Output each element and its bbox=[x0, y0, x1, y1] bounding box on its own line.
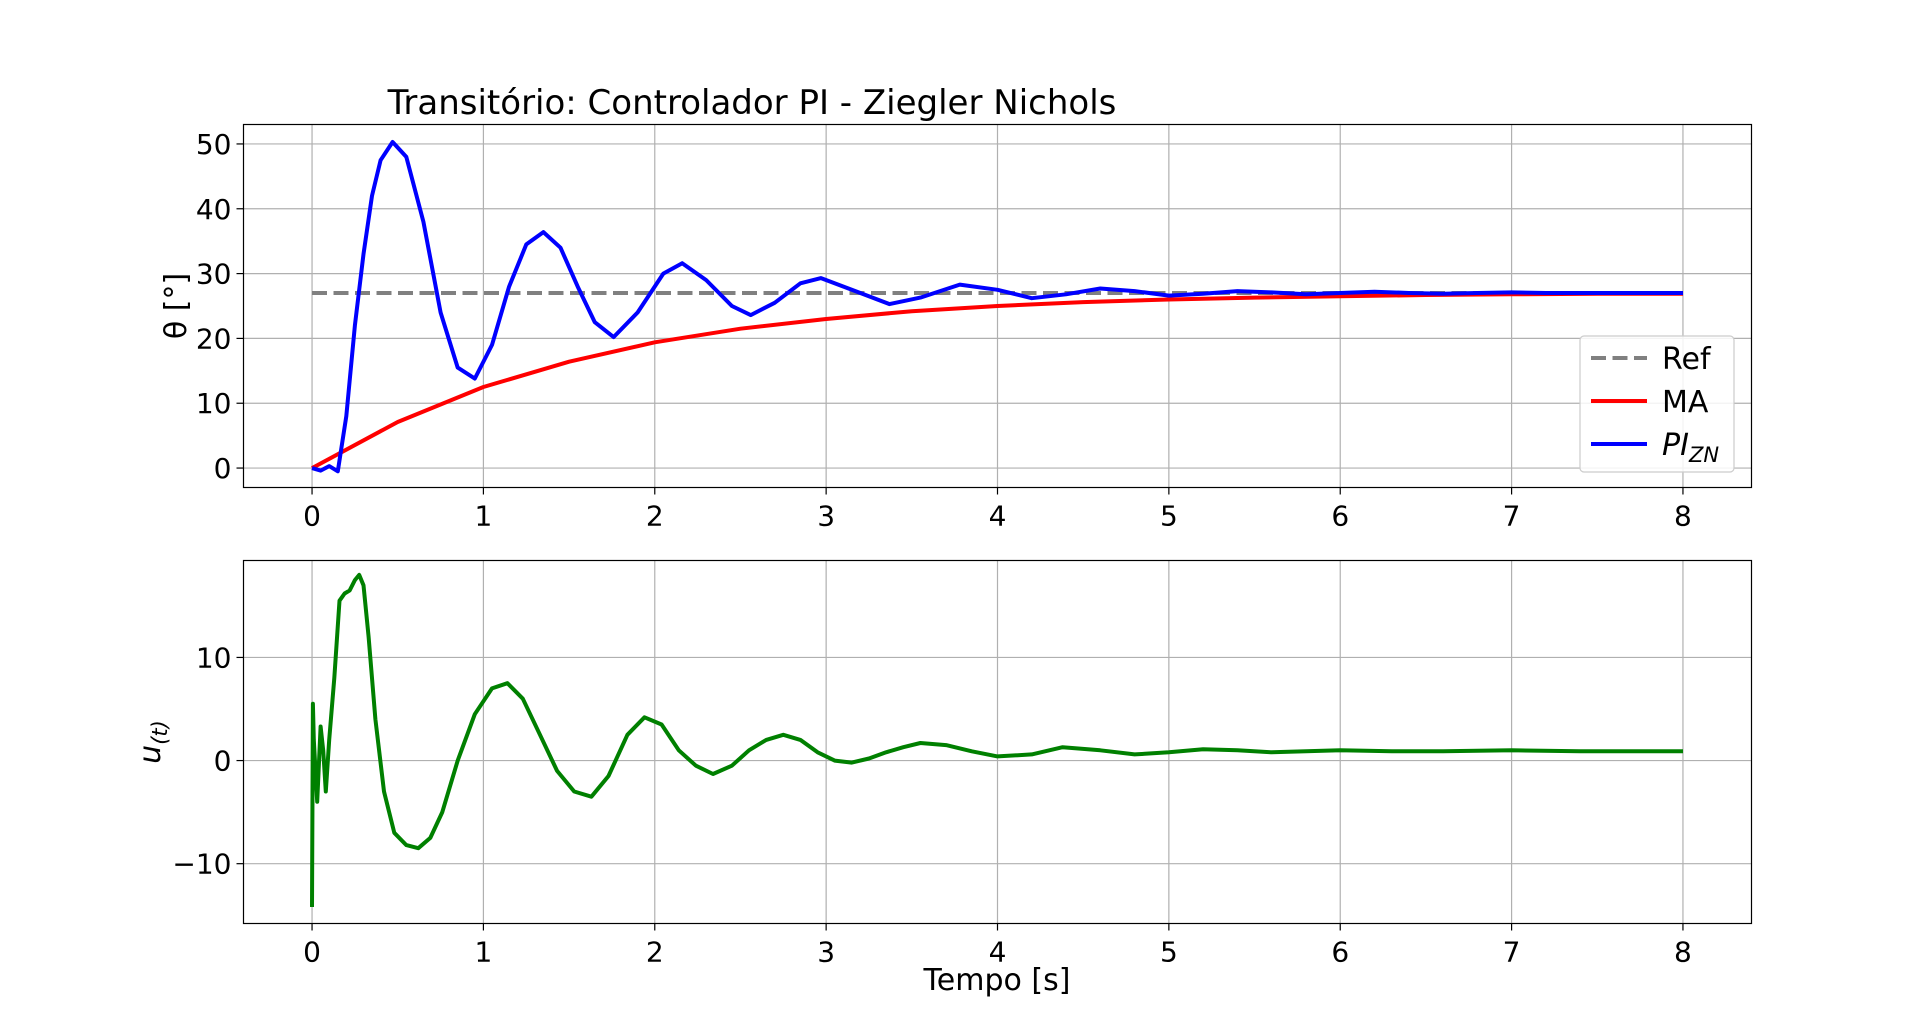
bottom-plot-area: 0 1 2 3 4 5 6 7 8 −10 0 10 u(t) Tempo [s] bbox=[133, 559, 1753, 998]
x-tick-label: 2 bbox=[646, 936, 664, 969]
y-tick-label: −10 bbox=[172, 848, 231, 881]
bottom-series-lines bbox=[310, 572, 1683, 908]
bottom-axis-ticks: 0 1 2 3 4 5 6 7 8 −10 0 10 bbox=[172, 641, 1691, 968]
top-axis-ticks: 0 1 2 3 4 5 6 7 8 0 10 20 30 40 50 bbox=[196, 128, 1692, 533]
y-tick-label: 40 bbox=[196, 193, 232, 226]
x-tick-label: 7 bbox=[1503, 936, 1521, 969]
y-label-main: u bbox=[133, 745, 168, 764]
x-tick-label: 0 bbox=[303, 936, 321, 969]
x-tick-label: 1 bbox=[474, 936, 492, 969]
top-series-lines bbox=[311, 140, 1683, 474]
x-tick-label: 1 bbox=[474, 500, 492, 533]
y-tick-label: 30 bbox=[196, 258, 232, 291]
y-tick-label: 10 bbox=[196, 641, 232, 674]
y-tick-label: 10 bbox=[196, 387, 232, 420]
x-tick-label: 5 bbox=[1160, 500, 1178, 533]
x-tick-label: 8 bbox=[1674, 936, 1692, 969]
x-tick-label: 4 bbox=[989, 500, 1007, 533]
legend-label: MA bbox=[1662, 385, 1709, 420]
x-tick-label: 6 bbox=[1331, 500, 1349, 533]
top-plot-area: 0 1 2 3 4 5 6 7 8 0 10 20 30 40 50 θ [°] Ref MA PIZN bbox=[159, 123, 1753, 533]
x-tick-label: 7 bbox=[1503, 500, 1521, 533]
top-y-axis-label: θ [°] bbox=[159, 273, 194, 339]
legend-label: Ref bbox=[1662, 342, 1712, 377]
legend-box bbox=[1579, 335, 1735, 473]
bottom-x-axis-label: Tempo [s] bbox=[923, 963, 1071, 998]
x-tick-label: 3 bbox=[817, 936, 835, 969]
y-tick-label: 0 bbox=[214, 745, 232, 778]
x-tick-label: 2 bbox=[646, 500, 664, 533]
x-tick-label: 3 bbox=[817, 500, 835, 533]
x-tick-label: 8 bbox=[1674, 500, 1692, 533]
y-tick-label: 0 bbox=[214, 452, 232, 485]
y-tick-label: 50 bbox=[196, 128, 232, 161]
y-tick-label: 20 bbox=[196, 322, 232, 355]
series-line-u bbox=[310, 572, 1683, 908]
x-tick-label: 0 bbox=[303, 500, 321, 533]
x-tick-label: 6 bbox=[1331, 936, 1349, 969]
x-tick-label: 5 bbox=[1160, 936, 1178, 969]
x-tick-label: 4 bbox=[989, 936, 1007, 969]
legend: Ref MA PIZN bbox=[1579, 335, 1735, 473]
bottom-y-axis-label: u(t) bbox=[133, 720, 172, 764]
y-label-subscript: (t) bbox=[148, 720, 172, 745]
series-line-pi bbox=[311, 140, 1683, 474]
legend-label: PIZN bbox=[1662, 428, 1719, 467]
chart-title: Transitório: Controlador PI - Ziegler Ni… bbox=[387, 83, 1117, 123]
bottom-gridlines bbox=[243, 560, 1752, 924]
